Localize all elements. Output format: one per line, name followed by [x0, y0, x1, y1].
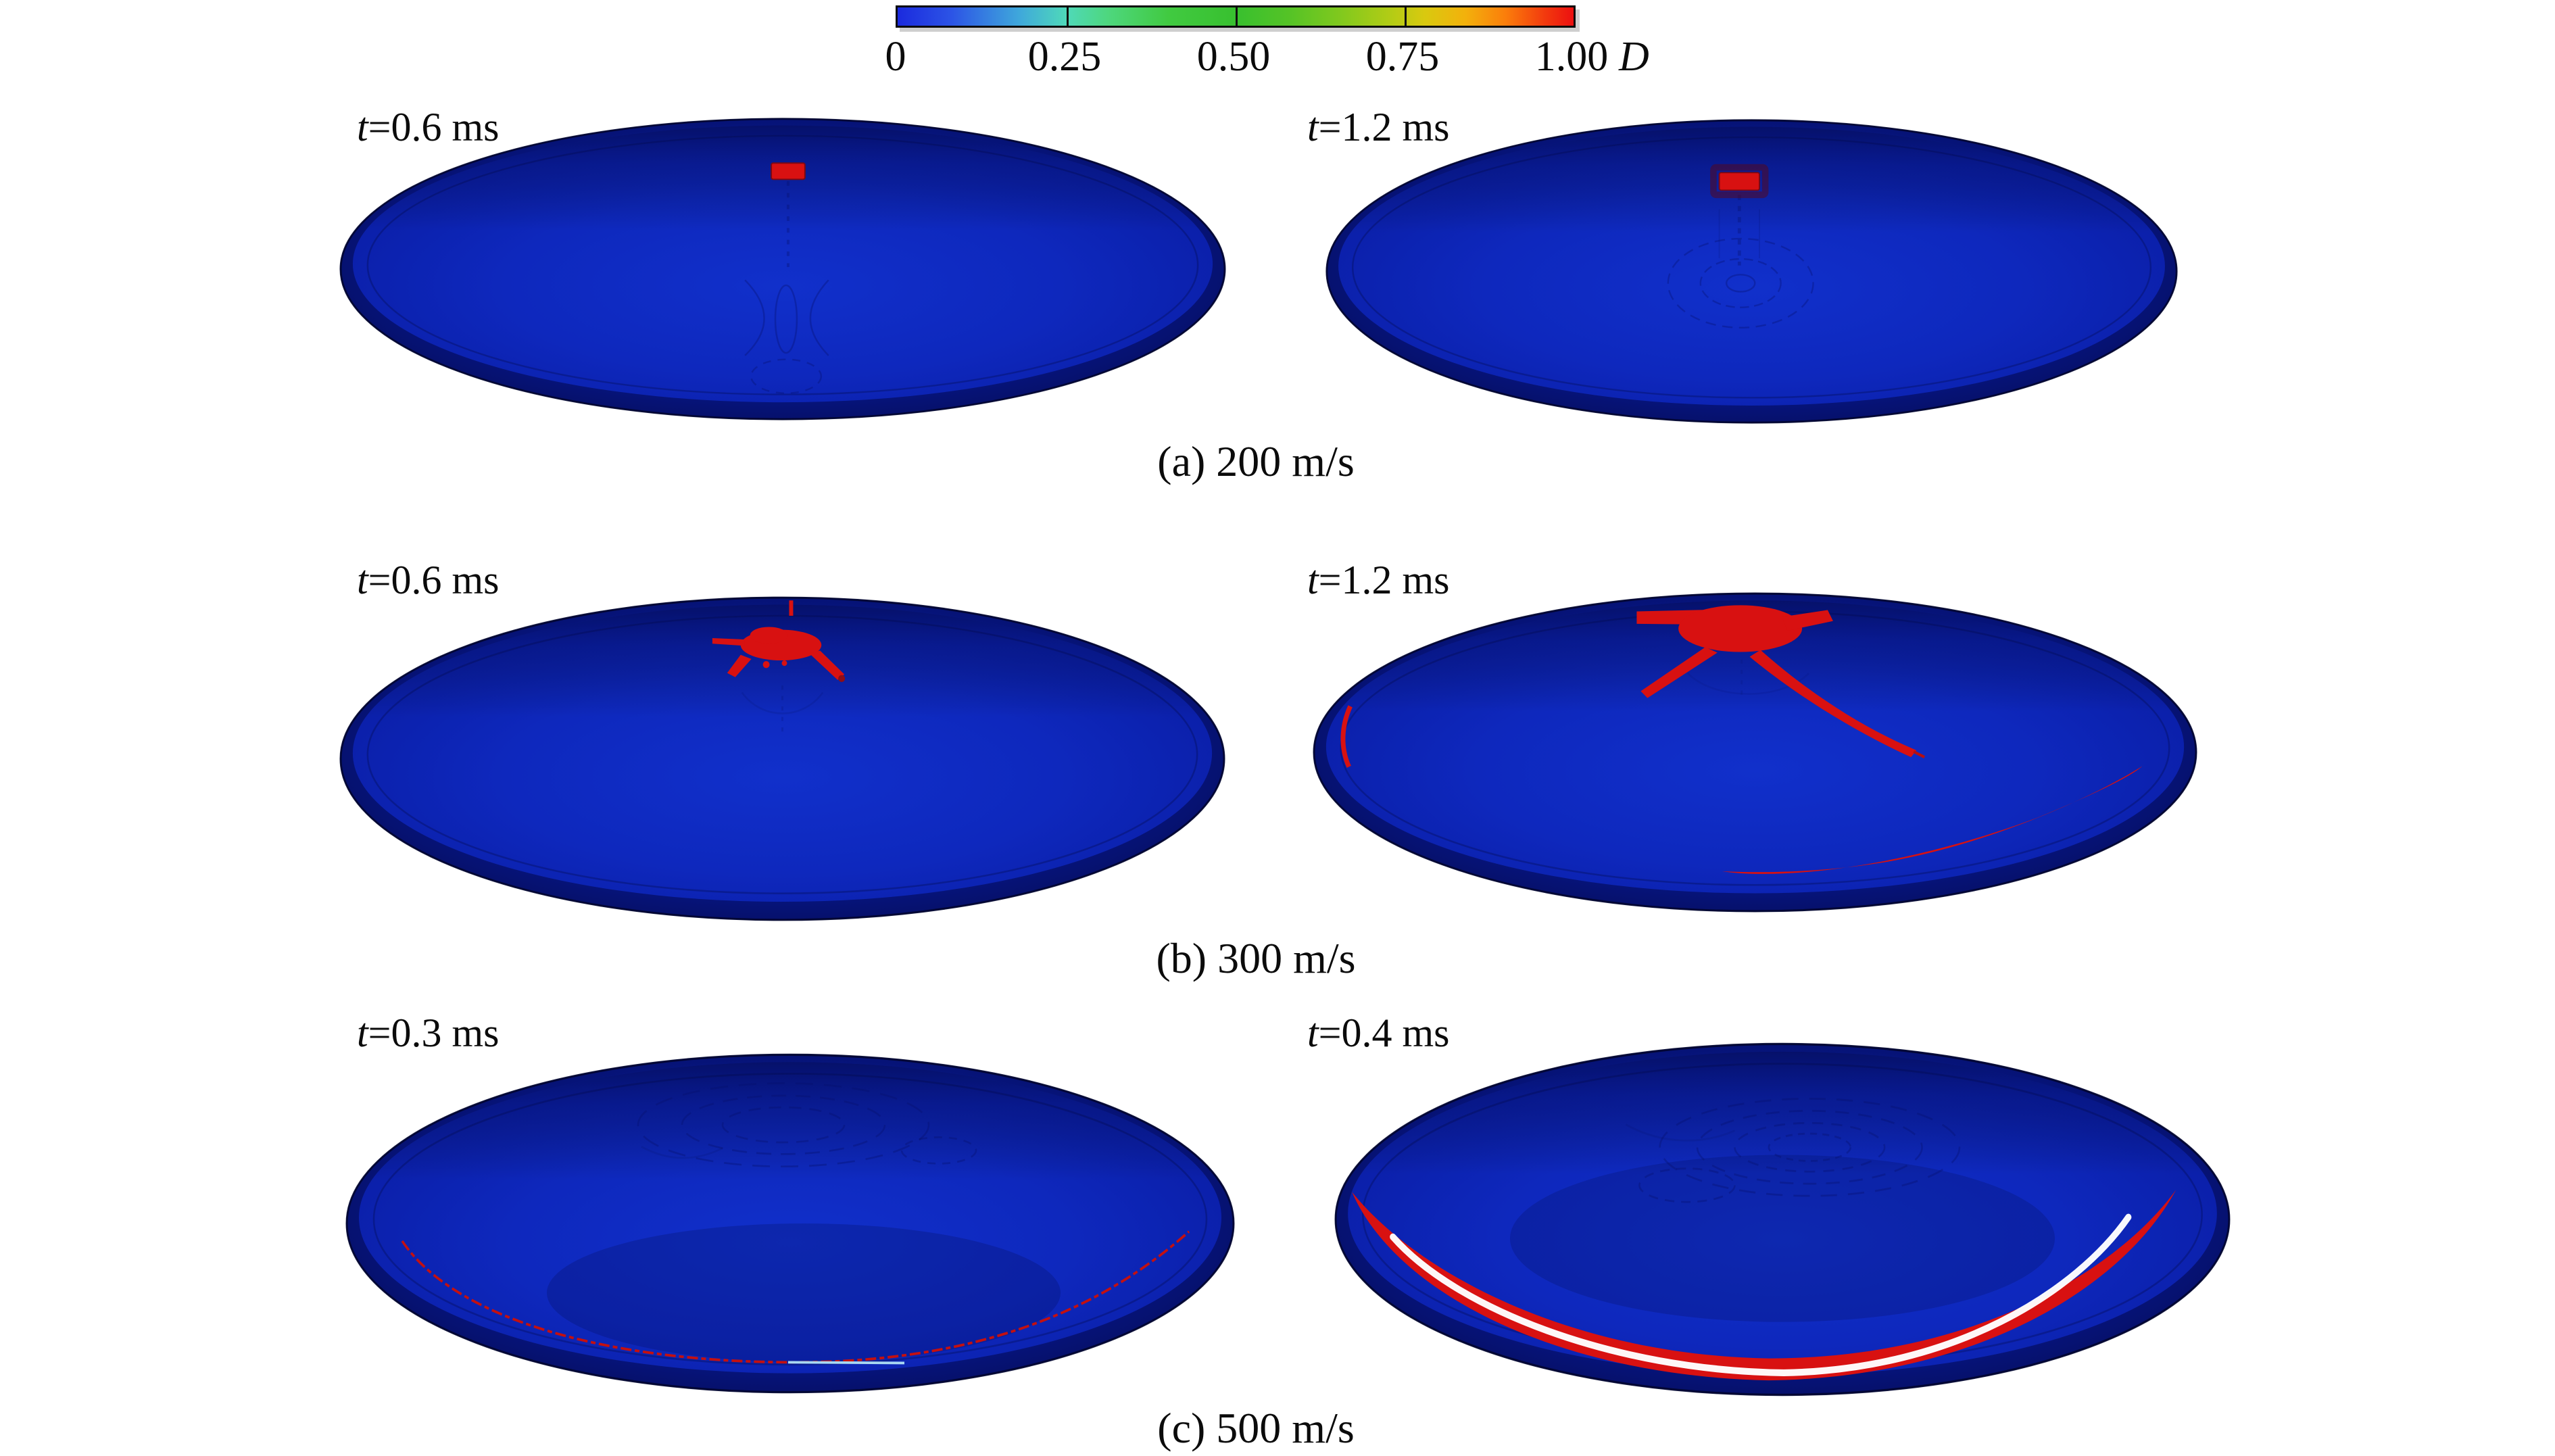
panel-a-right-disk — [1325, 119, 2178, 424]
damage-zone — [1340, 605, 2143, 874]
disk-outline — [345, 1053, 1235, 1394]
damage-zone — [1710, 164, 1769, 199]
colorbar-label-0: 0 — [885, 34, 906, 80]
time-label-b-left: t=0.6 ms — [357, 558, 500, 602]
failure-white-line — [1390, 1213, 2132, 1376]
crack-right-leg — [1749, 650, 1917, 758]
colorbar-label-075: 0.75 — [1365, 34, 1440, 80]
disk-outline — [1334, 1042, 2231, 1397]
disk-lip-line — [366, 614, 1198, 894]
disk-outline — [1313, 592, 2197, 913]
disk-lip-line — [1351, 136, 2152, 399]
colorbar-tick-mark-025 — [1067, 7, 1069, 26]
damage-zone — [771, 162, 806, 180]
disk-shading — [1348, 1051, 2217, 1376]
colorbar-label-025: 0.25 — [1027, 34, 1102, 80]
wave-pattern — [741, 685, 824, 738]
panel-c-right-disk — [1334, 1042, 2231, 1397]
disk-lip-line — [372, 1073, 1208, 1365]
wave-pattern — [1625, 1097, 1961, 1203]
wave-pattern — [744, 181, 829, 394]
colorbar-label-100: 1.00 — [1534, 34, 1609, 80]
time-label-a-left: t=0.6 ms — [357, 105, 500, 149]
disk-outline — [1325, 119, 2178, 424]
disk-shading — [359, 1062, 1221, 1374]
colorbar-tick-mark-050 — [1236, 7, 1238, 26]
colorbar-variable-symbol: D — [1619, 34, 1649, 80]
crack-light-segment — [787, 1361, 905, 1365]
damage-zone — [712, 600, 846, 682]
crack-right-leg-tip — [1913, 750, 1926, 758]
damage-zone — [1352, 1190, 2176, 1381]
left-rim-crack — [1340, 705, 1353, 768]
disk-shading — [1325, 600, 2185, 894]
panel-c-left-disk — [345, 1053, 1235, 1394]
crack-central-blob — [1678, 605, 1803, 652]
colorbar-label-050: 0.50 — [1196, 34, 1271, 80]
disk-shading — [1338, 126, 2165, 406]
crack-left-leg — [1640, 647, 1718, 698]
damage-zone — [401, 1230, 1190, 1365]
caption-row-c: (c) 500 m/s — [1157, 1404, 1355, 1452]
disk-dark-region — [547, 1223, 1061, 1363]
disk-dark-region — [1509, 1155, 2055, 1322]
disk-outline — [339, 118, 1226, 420]
colorbar — [896, 5, 1576, 28]
disk-lip-line — [366, 135, 1199, 395]
panel-a-left-disk — [339, 118, 1226, 420]
time-label-b-right: t=1.2 ms — [1307, 558, 1450, 602]
wave-pattern — [1667, 195, 1814, 329]
disk-outline — [339, 596, 1225, 921]
panel-b-right-disk — [1313, 592, 2197, 913]
colorbar-tick-mark-075 — [1405, 7, 1407, 26]
disk-shading — [352, 125, 1213, 403]
crack-right-spike — [1782, 610, 1833, 631]
disk-shading — [352, 604, 1213, 902]
caption-row-a: (a) 200 m/s — [1157, 437, 1355, 485]
time-label-c-right: t=0.4 ms — [1307, 1011, 1450, 1055]
time-label-c-left: t=0.3 ms — [357, 1011, 500, 1055]
time-label-a-right: t=1.2 ms — [1307, 105, 1450, 149]
caption-row-b: (b) 300 m/s — [1156, 934, 1356, 982]
panel-b-left-disk — [339, 596, 1225, 921]
